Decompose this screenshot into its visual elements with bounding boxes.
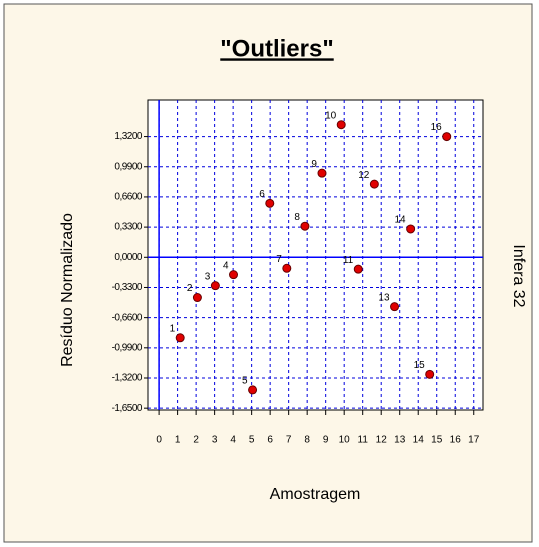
point-label: 7 <box>276 254 282 265</box>
x-tick-label: 11 <box>358 435 369 446</box>
x-tick-label: 0 <box>156 435 162 446</box>
x-tick-label: 3 <box>212 435 218 446</box>
x-tick-label: 10 <box>339 435 351 446</box>
chart-title: "Outliers" <box>220 35 333 62</box>
point <box>442 132 452 142</box>
x-tick-label: 9 <box>323 435 329 446</box>
plot-area <box>147 99 484 411</box>
point-label: 1 <box>170 323 176 334</box>
point-label: 3 <box>205 271 211 282</box>
point-label: 12 <box>358 170 370 181</box>
y-tick-label: 0,6600 <box>114 192 143 203</box>
point-label: 13 <box>378 292 390 303</box>
x-tick-label: 12 <box>376 435 388 446</box>
y2-axis-label: Infera 32 <box>510 244 527 307</box>
x-tick-label: 6 <box>267 435 273 446</box>
point <box>229 270 239 280</box>
point-label: 16 <box>431 122 443 133</box>
point-label: 9 <box>311 159 317 170</box>
point-label: 5 <box>242 376 248 387</box>
point <box>175 333 185 343</box>
point-label: 11 <box>343 255 354 266</box>
point <box>210 281 220 291</box>
x-axis-label: Amostragem <box>270 486 361 503</box>
x-tick-label: 14 <box>413 435 425 446</box>
x-tick-label: 7 <box>286 435 292 446</box>
point-label: 8 <box>294 212 300 223</box>
y-tick-label: 1,3200 <box>114 131 143 142</box>
y-tick-label: -1,3200 <box>112 373 143 384</box>
x-tick-label: 17 <box>468 435 480 446</box>
point <box>353 264 363 274</box>
y-tick-label: -0,3300 <box>112 282 143 293</box>
x-tick-label: 4 <box>230 435 236 446</box>
point-label: 15 <box>414 360 426 371</box>
y-tick-label: -1,6500 <box>112 403 143 414</box>
y-tick-label: -0,9900 <box>112 342 143 353</box>
point <box>369 179 379 189</box>
y-axis-label: Resíduo Normalizado <box>59 213 76 367</box>
point <box>265 198 275 208</box>
point-label: 10 <box>325 110 337 121</box>
x-tick-label: 5 <box>249 435 255 446</box>
point <box>192 293 202 303</box>
x-tick-label: 15 <box>431 435 443 446</box>
point <box>390 302 400 312</box>
x-tick-label: 13 <box>394 435 406 446</box>
point <box>425 369 435 379</box>
point <box>406 224 416 234</box>
y-tick-label: 0,9900 <box>114 161 143 172</box>
x-tick-label: 2 <box>193 435 199 446</box>
point <box>300 221 310 231</box>
point-label: 6 <box>259 189 265 200</box>
point <box>317 168 327 178</box>
point-label: 2 <box>187 283 193 294</box>
point <box>336 120 346 130</box>
point-label: 4 <box>223 260 229 271</box>
y-tick-label: -0,6600 <box>112 312 143 323</box>
point-label: 14 <box>395 215 407 226</box>
x-tick-label: 16 <box>450 435 462 446</box>
point <box>282 263 292 273</box>
x-tick-label: 8 <box>304 435 310 446</box>
point <box>248 385 258 395</box>
y-tick-label: 0,0000 <box>114 252 143 263</box>
x-tick-label: 1 <box>175 435 181 446</box>
y-tick-label: 0,3300 <box>114 222 143 233</box>
